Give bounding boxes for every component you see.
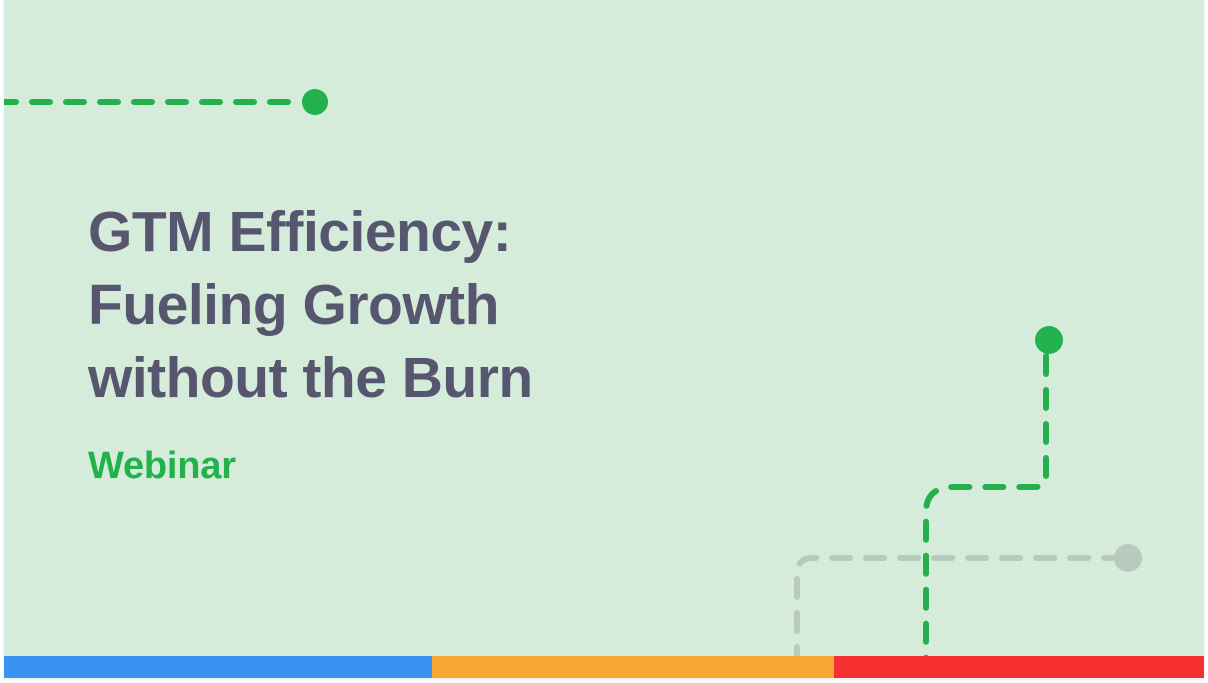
accent-segment-red	[834, 656, 1204, 678]
slide-title: GTM Efficiency: Fueling Growth without t…	[88, 200, 533, 410]
top-left-endpoint-dot	[302, 89, 328, 115]
green-endpoint-dot	[1035, 326, 1063, 354]
accent-bar	[4, 656, 1204, 678]
green-dashed-path	[923, 353, 1049, 668]
slide-canvas: GTM Efficiency: Fueling Growth without t…	[4, 0, 1204, 678]
gray-dashed-path	[794, 555, 1115, 668]
accent-segment-orange	[432, 656, 834, 678]
accent-segment-blue	[4, 656, 432, 678]
slide-subtitle: Webinar	[88, 445, 236, 487]
gray-endpoint-dot	[1114, 544, 1142, 572]
slide-text-block: GTM Efficiency: Fueling Growth without t…	[88, 196, 788, 489]
